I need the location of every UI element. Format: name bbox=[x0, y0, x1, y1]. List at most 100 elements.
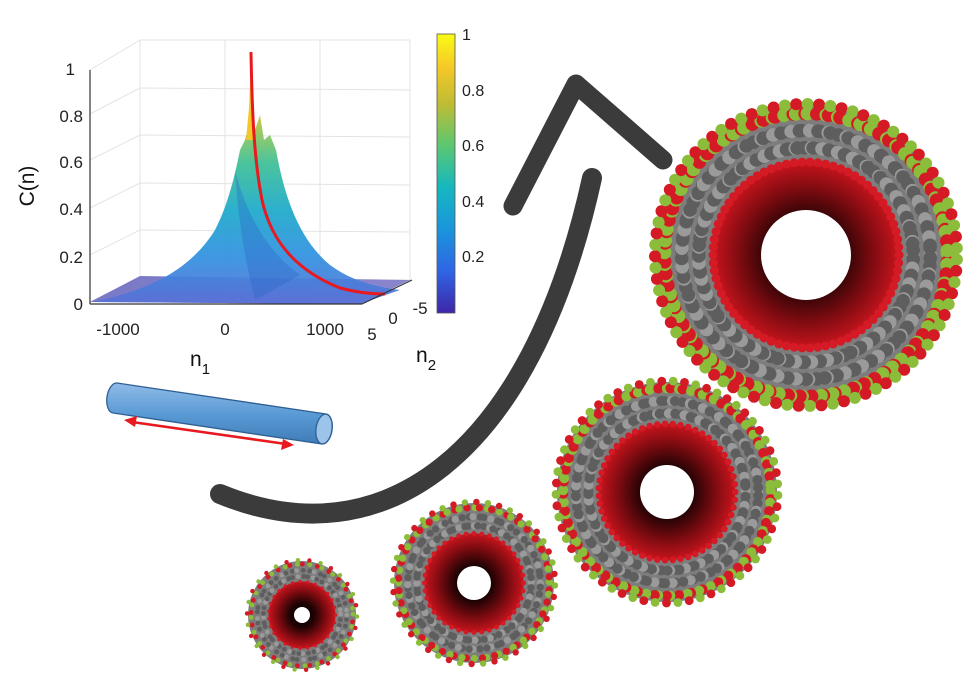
molecule bbox=[464, 522, 472, 530]
molecule-tip bbox=[349, 636, 354, 642]
molecule bbox=[507, 524, 515, 532]
molecule bbox=[346, 631, 352, 637]
molecule bbox=[441, 519, 449, 527]
molecule bbox=[426, 529, 434, 537]
molecule-tip bbox=[751, 554, 760, 564]
molecule bbox=[923, 240, 937, 255]
molecule bbox=[332, 651, 338, 657]
molecule-tip bbox=[551, 582, 559, 589]
inner-rim-molecule bbox=[746, 325, 756, 335]
molecule-tip bbox=[896, 132, 909, 145]
molecule bbox=[425, 518, 433, 526]
molecule-tip bbox=[675, 164, 688, 176]
z-tick: 0.4 bbox=[59, 200, 83, 219]
inner-rim-molecule bbox=[708, 258, 718, 268]
inner-rim-molecule bbox=[868, 314, 878, 324]
molecule bbox=[307, 562, 313, 568]
molecule-tip bbox=[335, 654, 340, 660]
inner-rim-molecule bbox=[821, 159, 831, 169]
molecule bbox=[294, 568, 299, 573]
molecule bbox=[300, 567, 306, 573]
molecule bbox=[512, 528, 521, 536]
inner-rim-molecule bbox=[709, 266, 719, 276]
molecule bbox=[332, 592, 338, 598]
molecule-tip bbox=[722, 394, 732, 403]
molecule bbox=[455, 634, 464, 642]
molecule-tip bbox=[328, 566, 334, 571]
molecule-tip bbox=[419, 517, 426, 524]
inner-rim-molecule bbox=[713, 281, 723, 291]
molecule-tip bbox=[543, 615, 550, 622]
inner-rim-molecule bbox=[500, 620, 506, 626]
inner-rim-molecule bbox=[721, 525, 728, 533]
inner-rim-molecule bbox=[677, 421, 684, 429]
molecule bbox=[544, 565, 552, 573]
molecule-tip bbox=[516, 513, 523, 520]
molecule bbox=[249, 602, 255, 608]
molecule-tip bbox=[657, 376, 667, 386]
inner-rim-molecule bbox=[891, 227, 901, 237]
inner-rim-molecule bbox=[604, 455, 611, 462]
molecule bbox=[571, 536, 581, 547]
molecule-tip bbox=[725, 117, 738, 130]
molecule-tip bbox=[668, 376, 678, 386]
molecule-tip bbox=[926, 166, 939, 179]
molecule-tip bbox=[585, 407, 595, 417]
molecule bbox=[667, 578, 678, 588]
molecule bbox=[764, 471, 775, 482]
molecule-tip bbox=[706, 589, 716, 599]
molecule-tip bbox=[660, 305, 673, 318]
molecule-tip bbox=[261, 652, 267, 657]
colorbar-tick: 0.4 bbox=[462, 194, 484, 211]
molecule-tip bbox=[735, 112, 748, 125]
inner-rim-molecule bbox=[619, 437, 626, 444]
inner-rim-molecule bbox=[692, 426, 699, 434]
inner-rim-molecule bbox=[463, 531, 469, 537]
molecule bbox=[541, 553, 549, 561]
molecule bbox=[336, 623, 342, 628]
molecule bbox=[268, 580, 274, 585]
molecule-tip bbox=[580, 562, 590, 572]
molecule bbox=[290, 575, 295, 580]
molecule-tip bbox=[757, 545, 767, 554]
molecule-tip bbox=[887, 125, 900, 138]
inner-rim-molecule bbox=[619, 540, 626, 547]
inner-rim-molecule bbox=[873, 192, 883, 202]
x-axis-label: n1 bbox=[190, 348, 210, 378]
molecule-tip bbox=[702, 383, 711, 393]
colorbar-tick: 0.8 bbox=[462, 83, 484, 100]
inner-rim-molecule bbox=[646, 554, 653, 562]
molecule-tip bbox=[712, 388, 722, 398]
molecule-tip bbox=[920, 157, 933, 170]
inner-rim-molecule bbox=[631, 549, 639, 556]
molecule bbox=[326, 569, 331, 574]
molecule bbox=[295, 561, 300, 567]
molecule bbox=[764, 506, 774, 517]
molecule bbox=[259, 592, 265, 598]
molecule-tip bbox=[848, 391, 861, 404]
molecule-tip bbox=[942, 298, 955, 311]
molecule bbox=[678, 576, 689, 587]
nanotube bbox=[389, 498, 559, 668]
molecule-tip bbox=[815, 399, 828, 412]
molecule-tip bbox=[401, 621, 408, 628]
molecule-tip bbox=[456, 659, 464, 666]
molecule-tip bbox=[869, 382, 882, 395]
molecule-tip bbox=[354, 614, 360, 619]
molecule bbox=[327, 577, 333, 583]
molecule-tip bbox=[337, 573, 343, 578]
inner-rim-molecule bbox=[298, 580, 302, 584]
inner-rim-molecule bbox=[330, 598, 334, 602]
molecule bbox=[411, 608, 419, 617]
inner-rim-molecule bbox=[724, 302, 734, 312]
molecule bbox=[475, 504, 483, 512]
inner-rim-molecule bbox=[894, 242, 904, 252]
inner-rim-molecule bbox=[479, 531, 485, 537]
molecule bbox=[269, 571, 275, 577]
molecule bbox=[480, 513, 488, 522]
molecule-tip bbox=[659, 194, 672, 207]
y-axis-ticks: 5 0 -5 bbox=[367, 299, 427, 344]
molecule bbox=[665, 383, 676, 394]
molecule bbox=[343, 623, 348, 629]
cylinder-diagram bbox=[106, 382, 333, 450]
